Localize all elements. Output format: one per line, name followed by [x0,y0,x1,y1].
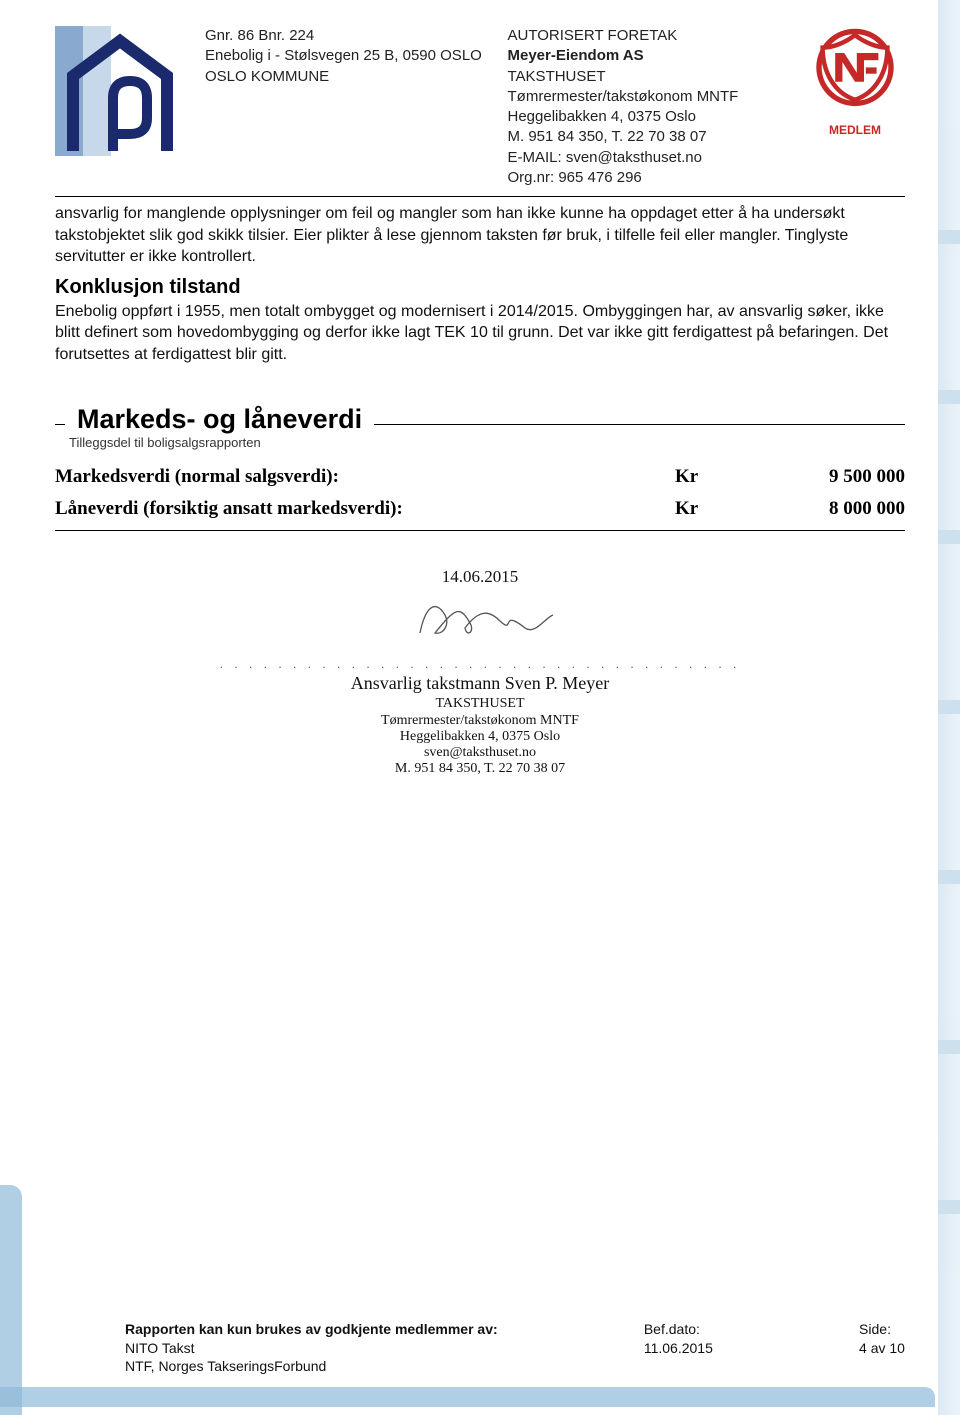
header-company-info: AUTORISERT FORETAK Meyer-Eiendom AS TAKS… [508,26,786,188]
valuation-row-market: Markedsverdi (normal salgsverdi): Kr 9 5… [55,466,905,488]
valuation-close-rule [55,530,905,531]
border-tick [938,1040,960,1054]
signature-name: Ansvarlig takstmann Sven P. Meyer [55,673,905,694]
signature-icon [405,593,555,643]
footer-page-value: 4 av 10 [859,1340,905,1356]
signature-date: 14.06.2015 [55,567,905,587]
valuation-label: Låneverdi (forsiktig ansatt markedsverdi… [55,498,675,520]
konklusjon-heading: Konklusjon tilstand [55,276,905,299]
footer-org-2: NTF, Norges TakseringsForbund [125,1358,326,1374]
footer-page-number: Side: 4 av 10 [859,1320,905,1375]
footer-usage-strong: Rapporten kan kun brukes av godkjente me… [125,1320,498,1338]
header-company-address: Heggelibakken 4, 0375 Oslo [508,107,786,127]
header-gnr-bnr: Gnr. 86 Bnr. 224 [205,26,483,46]
footer-befdato-value: 11.06.2015 [644,1340,713,1356]
header-company-title: Tømrermester/takstøkonom MNTF [508,87,786,107]
signature-dotted-line: . . . . . . . . . . . . . . . . . . . . … [55,657,905,671]
footer-usage-note: Rapporten kan kun brukes av godkjente me… [125,1320,498,1375]
signature-email: sven@taksthuset.no [55,745,905,761]
signature-block: 14.06.2015 . . . . . . . . . . . . . . .… [55,567,905,778]
signature-company: TAKSTHUSET [55,694,905,714]
signature-address: Heggelibakken 4, 0375 Oslo [55,729,905,745]
signature-title: Tømrermester/takstøkonom MNTF [55,713,905,729]
signature-phone: M. 951 84 350, T. 22 70 38 07 [55,761,905,777]
ntf-member-badge: MEDLEM [805,26,905,141]
ntf-badge-icon [810,26,900,116]
valuation-unit: Kr [675,498,755,520]
valuation-subtitle: Tilleggsdel til boligsalgsrapporten [69,435,905,450]
house-logo-icon [55,26,185,156]
valuation-amount: 8 000 000 [755,498,905,520]
valuation-unit: Kr [675,466,755,488]
bottom-border-decoration [0,1387,935,1407]
valuation-section: Markeds- og låneverdi Tilleggsdel til bo… [55,406,905,531]
valuation-amount: 9 500 000 [755,466,905,488]
body-paragraph-2: Enebolig oppført i 1955, men totalt omby… [55,301,905,366]
border-tick [938,870,960,884]
page-footer: Rapporten kan kun brukes av godkjente me… [125,1320,905,1375]
header-divider [55,196,905,197]
footer-page-label: Side: [859,1321,891,1337]
body-paragraph-1: ansvarlig for manglende opplysninger om … [55,203,905,268]
valuation-label: Markedsverdi (normal salgsverdi): [55,466,675,488]
valuation-rule-right [374,424,905,425]
header-company-orgnr: Org.nr: 965 476 296 [508,168,786,188]
bottom-left-border-decoration [0,1185,22,1415]
border-tick [938,1200,960,1214]
header-company-name: Meyer-Eiendom AS [508,46,786,66]
footer-befdato-label: Bef.dato: [644,1321,700,1337]
header-municipality: OSLO KOMMUNE [205,67,483,87]
footer-befdato: Bef.dato: 11.06.2015 [644,1320,713,1375]
header-company-email: E-MAIL: sven@taksthuset.no [508,148,786,168]
header-company-unit: TAKSTHUSET [508,67,786,87]
header-address: Enebolig i - Stølsvegen 25 B, 0590 OSLO [205,46,483,66]
header-authorized: AUTORISERT FORETAK [508,26,786,46]
footer-org-1: NITO Takst [125,1340,195,1356]
header-property-info: Gnr. 86 Bnr. 224 Enebolig i - Stølsvegen… [205,26,483,188]
medlem-label: MEDLEM [805,123,905,137]
valuation-title: Markeds- og låneverdi [77,406,362,433]
valuation-rule-left [55,424,65,425]
header-company-phone: M. 951 84 350, T. 22 70 38 07 [508,127,786,147]
document-header: Gnr. 86 Bnr. 224 Enebolig i - Stølsvegen… [55,26,905,188]
valuation-row-loan: Låneverdi (forsiktig ansatt markedsverdi… [55,498,905,520]
